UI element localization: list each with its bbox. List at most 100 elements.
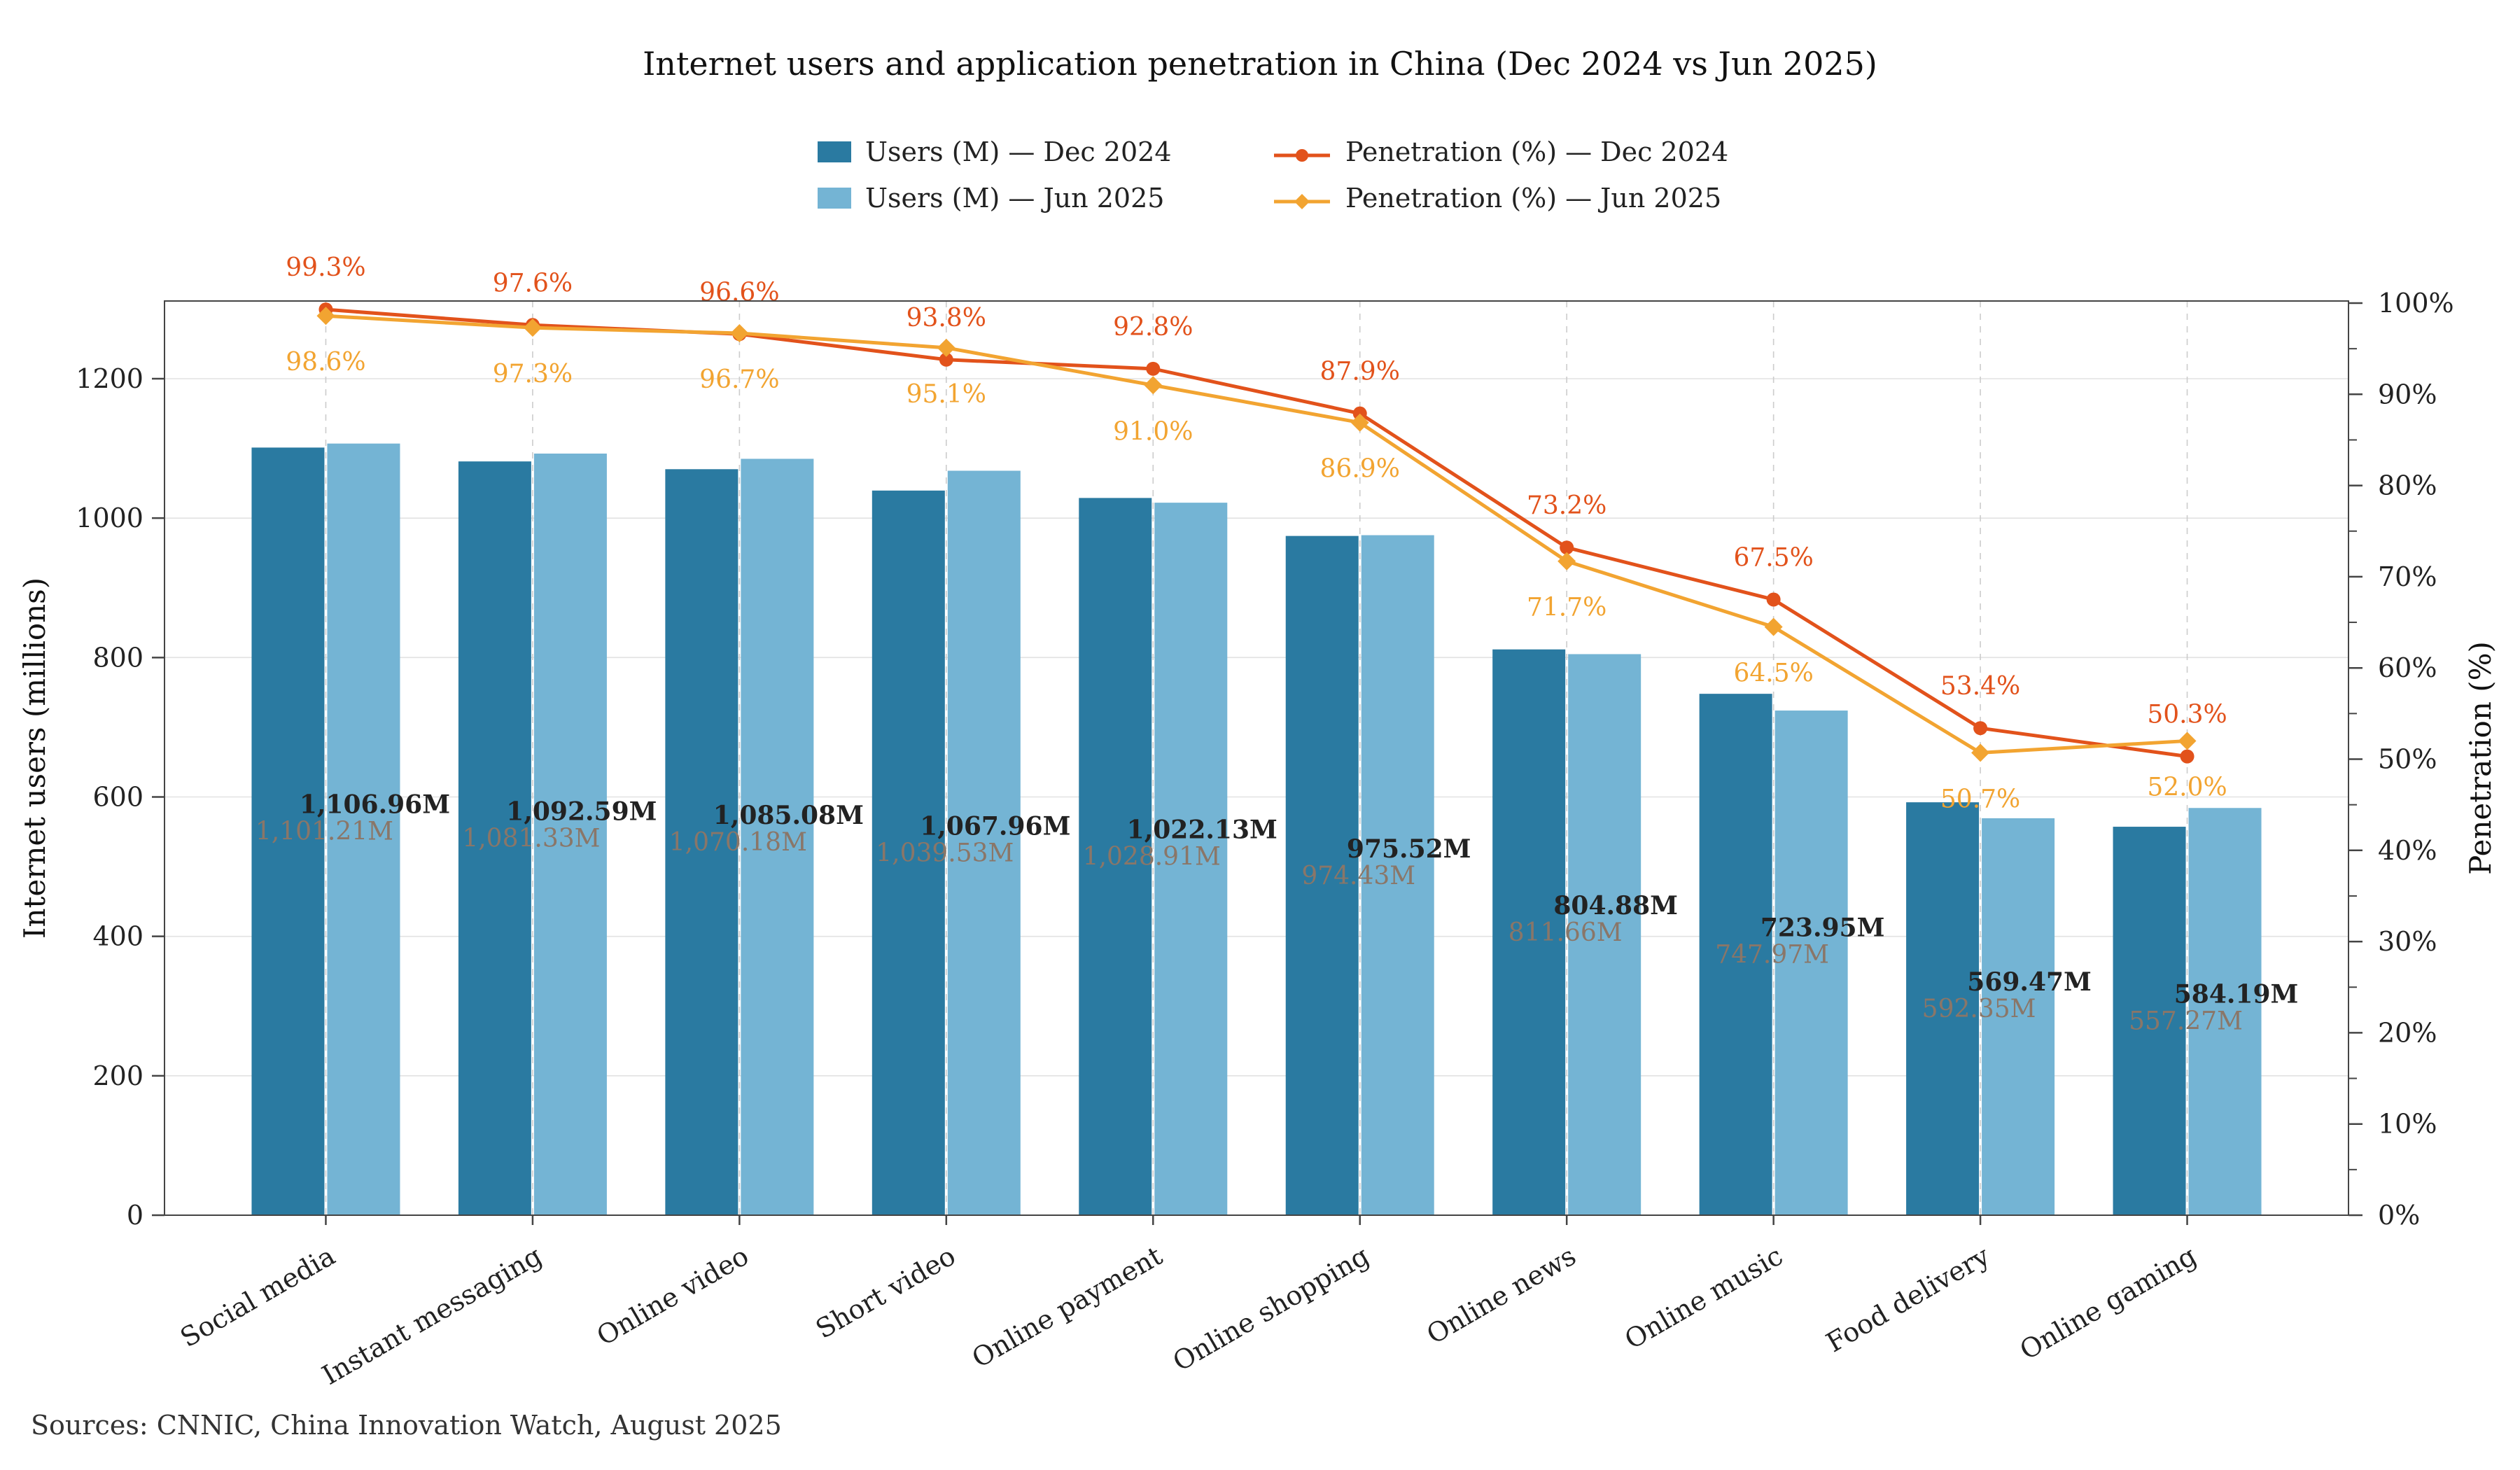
left-tick-label: 400 <box>92 921 144 952</box>
right-tick-label: 30% <box>2378 926 2437 957</box>
penetration-label-dec: 96.6% <box>699 278 779 307</box>
bar-users-jun <box>533 453 607 1216</box>
left-tick-label: 600 <box>92 782 144 813</box>
left-tick-label: 800 <box>92 642 144 673</box>
legend-label-users-dec: Users (M) — Dec 2024 <box>865 136 1172 167</box>
source-note: Sources: CNNIC, China Innovation Watch, … <box>31 1410 782 1441</box>
penetration-label-dec: 73.2% <box>1527 491 1606 520</box>
legend-swatch-users-dec <box>818 141 851 162</box>
right-axis-title: Penetration (%) <box>2463 641 2498 875</box>
bar-users-jun <box>2188 808 2262 1215</box>
legend-marker-pen-jun <box>1273 188 1331 209</box>
bar-value-label-dec: 1,039.53M <box>876 839 1014 867</box>
point-marker-jun <box>316 307 335 326</box>
bar-value-label-dec: 1,070.18M <box>669 828 807 857</box>
legend-marker-pen-dec <box>1273 141 1331 162</box>
right-tick-label: 70% <box>2378 561 2437 592</box>
point-marker-dec <box>939 352 953 367</box>
bar-users-jun <box>1154 503 1228 1215</box>
bar-users-dec <box>2113 827 2186 1215</box>
bar-value-label-jun: 584.19M <box>2174 980 2299 1009</box>
right-tick-label: 50% <box>2378 744 2437 775</box>
category-label: Online gaming <box>2015 1240 2202 1366</box>
penetration-label-dec: 53.4% <box>1940 672 2020 701</box>
chart-title: Internet users and application penetrati… <box>643 45 1877 83</box>
category-label: Social media <box>175 1240 340 1354</box>
bar-users-dec <box>1079 498 1152 1215</box>
point-marker-dec <box>1560 540 1574 555</box>
left-tick-label: 1000 <box>76 503 144 533</box>
penetration-label-dec: 97.6% <box>493 269 573 298</box>
bar-value-label-jun: 804.88M <box>1553 891 1678 920</box>
point-marker-dec <box>2180 749 2194 764</box>
penetration-label-jun: 50.7% <box>1940 785 2020 813</box>
category-label: Online video <box>592 1240 754 1352</box>
penetration-label-jun: 71.7% <box>1527 594 1606 622</box>
penetration-label-jun: 64.5% <box>1733 659 1813 688</box>
right-tick-label: 10% <box>2378 1109 2437 1140</box>
penetration-label-dec: 67.5% <box>1733 543 1813 572</box>
left-axis-title: Internet users (millions) <box>18 578 52 939</box>
point-marker-dec <box>1766 592 1781 607</box>
legend: Users (M) — Dec 2024 Penetration (%) — D… <box>818 132 1728 218</box>
category-label: Food delivery <box>1821 1240 1995 1358</box>
right-tick-label: 100% <box>2378 288 2454 318</box>
bar-value-label-jun: 1,085.08M <box>713 801 864 830</box>
bar-users-dec <box>251 447 325 1215</box>
point-marker-jun <box>730 323 749 342</box>
bar-users-jun <box>947 470 1021 1216</box>
penetration-label-jun: 96.7% <box>699 365 779 394</box>
right-tick-label: 80% <box>2378 470 2437 501</box>
bar-users-jun <box>1774 710 1848 1215</box>
penetration-label-jun: 52.0% <box>2147 773 2227 802</box>
category-label: Online news <box>1422 1240 1581 1350</box>
right-tick-label: 90% <box>2378 379 2437 410</box>
bar-users-jun <box>1568 654 1642 1215</box>
bar-users-dec <box>665 469 738 1216</box>
point-marker-dec <box>1146 361 1161 376</box>
legend-label-pen-dec: Penetration (%) — Dec 2024 <box>1345 136 1729 167</box>
point-marker-jun <box>1350 413 1369 432</box>
category-label: Online music <box>1620 1240 1788 1355</box>
bar-value-label-jun: 1,106.96M <box>300 790 450 820</box>
penetration-label-dec: 93.8% <box>906 304 986 332</box>
bar-users-dec <box>872 490 945 1215</box>
bar-value-label-jun: 1,022.13M <box>1127 816 1278 845</box>
point-marker-jun <box>1971 743 1990 762</box>
bar-value-label-dec: 557.27M <box>2129 1007 2243 1036</box>
penetration-label-dec: 92.8% <box>1113 313 1193 342</box>
bar-value-label-dec: 974.43M <box>1301 862 1415 890</box>
point-marker-jun <box>937 338 955 357</box>
bar-users-jun <box>327 443 400 1215</box>
bar-value-label-dec: 811.66M <box>1508 918 1623 947</box>
bar-users-jun <box>741 458 814 1215</box>
left-tick-label: 1200 <box>76 363 144 394</box>
penetration-line-jun <box>326 314 2188 755</box>
legend-label-users-jun: Users (M) — Jun 2025 <box>865 183 1165 214</box>
legend-item-pen-dec: Penetration (%) — Dec 2024 <box>1273 132 1728 172</box>
left-tick-label: 0 <box>127 1200 144 1231</box>
right-tick-label: 40% <box>2378 835 2437 866</box>
point-marker-jun <box>1764 617 1783 636</box>
category-label: Online shopping <box>1168 1240 1374 1378</box>
bar-value-label-jun: 975.52M <box>1347 834 1471 864</box>
plot-frame <box>164 300 2349 1216</box>
bar-value-label-dec: 1,101.21M <box>255 818 393 846</box>
penetration-label-jun: 95.1% <box>906 380 986 409</box>
penetration-label-dec: 87.9% <box>1320 358 1400 386</box>
category-label: Short video <box>811 1240 960 1345</box>
legend-label-pen-jun: Penetration (%) — Jun 2025 <box>1345 183 1722 214</box>
bar-value-label-jun: 723.95M <box>1760 913 1885 943</box>
penetration-label-dec: 99.3% <box>286 253 365 282</box>
penetration-label-jun: 91.0% <box>1113 417 1193 446</box>
bar-users-dec <box>1906 802 1980 1215</box>
point-marker-dec <box>1973 721 1988 736</box>
left-tick-label: 200 <box>92 1060 144 1091</box>
bar-value-label-jun: 569.47M <box>1967 967 2092 997</box>
bar-value-label-dec: 592.35M <box>1922 995 2036 1023</box>
bar-value-label-dec: 1,081.33M <box>462 825 600 853</box>
right-tick-label: 0% <box>2378 1200 2420 1231</box>
bar-users-jun <box>1982 818 2055 1215</box>
bar-value-label-dec: 747.97M <box>1715 941 1829 969</box>
bar-users-dec <box>1699 694 1772 1215</box>
